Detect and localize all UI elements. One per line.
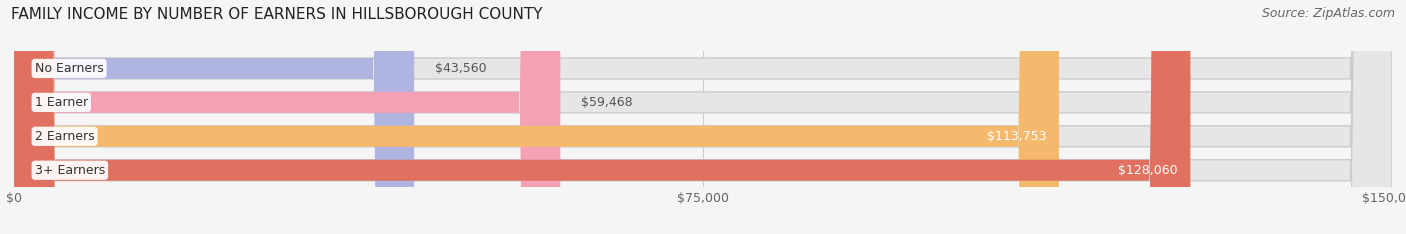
Text: 1 Earner: 1 Earner [35,96,87,109]
Text: $43,560: $43,560 [434,62,486,75]
Text: FAMILY INCOME BY NUMBER OF EARNERS IN HILLSBOROUGH COUNTY: FAMILY INCOME BY NUMBER OF EARNERS IN HI… [11,7,543,22]
FancyBboxPatch shape [14,0,1392,234]
Text: $59,468: $59,468 [581,96,633,109]
FancyBboxPatch shape [14,0,1392,234]
FancyBboxPatch shape [14,0,561,234]
FancyBboxPatch shape [14,0,1059,234]
Text: 3+ Earners: 3+ Earners [35,164,105,177]
FancyBboxPatch shape [14,0,1392,234]
FancyBboxPatch shape [14,0,1392,234]
Text: 2 Earners: 2 Earners [35,130,94,143]
Text: $128,060: $128,060 [1118,164,1178,177]
Text: $113,753: $113,753 [987,130,1046,143]
FancyBboxPatch shape [14,0,415,234]
Text: Source: ZipAtlas.com: Source: ZipAtlas.com [1261,7,1395,20]
Text: No Earners: No Earners [35,62,104,75]
FancyBboxPatch shape [14,0,1191,234]
